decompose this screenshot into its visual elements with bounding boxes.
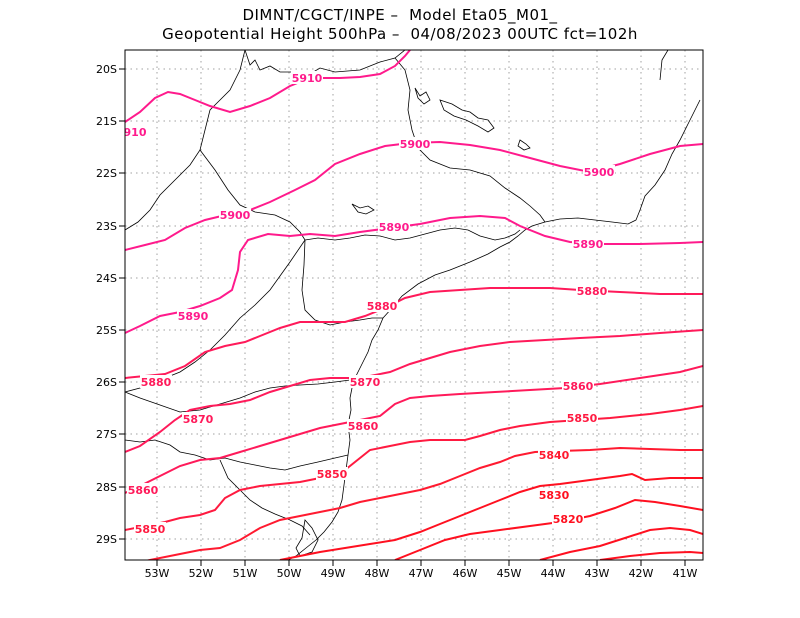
lat-label-29s: 29S xyxy=(96,533,117,546)
contour-lines xyxy=(125,50,703,560)
contour-label-5890-b: 5890 xyxy=(573,238,604,251)
lon-label-51w: 51W xyxy=(233,567,258,580)
state-border-4 xyxy=(199,149,306,241)
lake-patos xyxy=(295,519,319,557)
state-border-2 xyxy=(394,57,546,223)
contour-label-5900-c: 5900 xyxy=(220,209,251,222)
state-border-5 xyxy=(304,227,521,241)
lon-label-46w: 46W xyxy=(453,567,478,580)
contour-5880-a xyxy=(125,287,703,379)
coastline xyxy=(287,317,384,560)
lat-label-27s: 27S xyxy=(96,428,117,441)
contour-5900-a xyxy=(125,140,703,251)
lon-label-42w: 42W xyxy=(629,567,654,580)
contour-label-910-edge: 910 xyxy=(124,126,147,139)
state-border-9 xyxy=(125,439,349,471)
lat-label-20s: 20S xyxy=(96,63,117,76)
grid-lines xyxy=(125,50,703,560)
contour-label-5890-a: 5890 xyxy=(379,221,410,234)
lat-label-24s: 24S xyxy=(96,272,117,285)
lon-label-47w: 47W xyxy=(409,567,434,580)
coastline-and-borders xyxy=(125,50,701,560)
tick-marks xyxy=(119,68,686,566)
reservoir-4 xyxy=(517,139,531,151)
contour-label-5890-c: 5890 xyxy=(178,310,209,323)
lat-label-28s: 28S xyxy=(96,481,117,494)
state-border-3 xyxy=(125,50,246,231)
reservoir-1 xyxy=(439,99,495,133)
contour-labels: 5910 910 5900 5900 5900 5890 5890 5890 5… xyxy=(124,71,615,536)
contour-5800 xyxy=(599,550,703,560)
contour-5840 xyxy=(144,446,703,560)
latitude-labels: 20S 21S 22S 23S 24S 25S 26S 27S 28S 29S xyxy=(96,63,117,546)
state-border-8 xyxy=(125,379,351,413)
contour-label-5880-a: 5880 xyxy=(367,300,398,313)
reservoir-3 xyxy=(351,203,375,215)
contour-5830 xyxy=(279,472,703,560)
lon-label-50w: 50W xyxy=(277,567,302,580)
contour-label-5900-b: 5900 xyxy=(584,166,615,179)
contour-5890-a xyxy=(125,214,703,334)
lon-label-45w: 45W xyxy=(497,567,522,580)
longitude-labels: 53W 52W 51W 50W 49W 48W 47W 46W 45W 44W … xyxy=(145,567,698,580)
contour-label-5860-a: 5860 xyxy=(563,380,594,393)
contour-5910 xyxy=(125,50,411,123)
state-border-7 xyxy=(125,239,306,393)
lon-label-49w: 49W xyxy=(321,567,346,580)
contour-5810 xyxy=(539,526,703,560)
reservoir-2 xyxy=(414,87,431,105)
lat-label-25s: 25S xyxy=(96,324,117,337)
lon-label-41w: 41W xyxy=(673,567,698,580)
contour-label-5880-c: 5880 xyxy=(141,376,172,389)
lon-label-52w: 52W xyxy=(189,567,214,580)
state-border-1 xyxy=(244,50,406,75)
lon-label-53w: 53W xyxy=(145,567,170,580)
contour-label-5820: 5820 xyxy=(553,513,584,526)
contour-label-5850-b: 5850 xyxy=(317,468,348,481)
contour-label-5860-b: 5860 xyxy=(348,420,379,433)
contour-label-5880-b: 5880 xyxy=(577,285,608,298)
contour-label-5910: 5910 xyxy=(292,72,323,85)
lon-label-44w: 44W xyxy=(541,567,566,580)
coastline-es xyxy=(659,50,669,81)
title-line-1: DIMNT/CGCT/INPE – Model Eta05_M01_ xyxy=(242,6,558,24)
lon-label-43w: 43W xyxy=(585,567,610,580)
contour-label-5830: 5830 xyxy=(539,489,570,502)
coastline-sp-rj xyxy=(382,99,701,319)
contour-label-5850-a: 5850 xyxy=(567,412,598,425)
country-border xyxy=(219,459,311,536)
lat-label-26s: 26S xyxy=(96,376,117,389)
contour-label-5850-c: 5850 xyxy=(135,523,166,536)
map-frame xyxy=(124,49,704,561)
lat-label-21s: 21S xyxy=(96,115,117,128)
contour-label-5900-a: 5900 xyxy=(400,138,431,151)
title-line-2: Geopotential Height 500hPa – 04/08/2023 … xyxy=(162,25,638,43)
contour-label-5870-a: 5870 xyxy=(350,376,381,389)
lat-label-22s: 22S xyxy=(96,167,117,180)
lon-label-48w: 48W xyxy=(365,567,390,580)
contour-5860-a xyxy=(125,365,703,494)
contour-label-5860-c: 5860 xyxy=(128,484,159,497)
contour-label-5870-b: 5870 xyxy=(183,413,214,426)
contour-label-5840: 5840 xyxy=(539,449,570,462)
contour-5850-a xyxy=(125,405,703,531)
lat-label-23s: 23S xyxy=(96,220,117,233)
